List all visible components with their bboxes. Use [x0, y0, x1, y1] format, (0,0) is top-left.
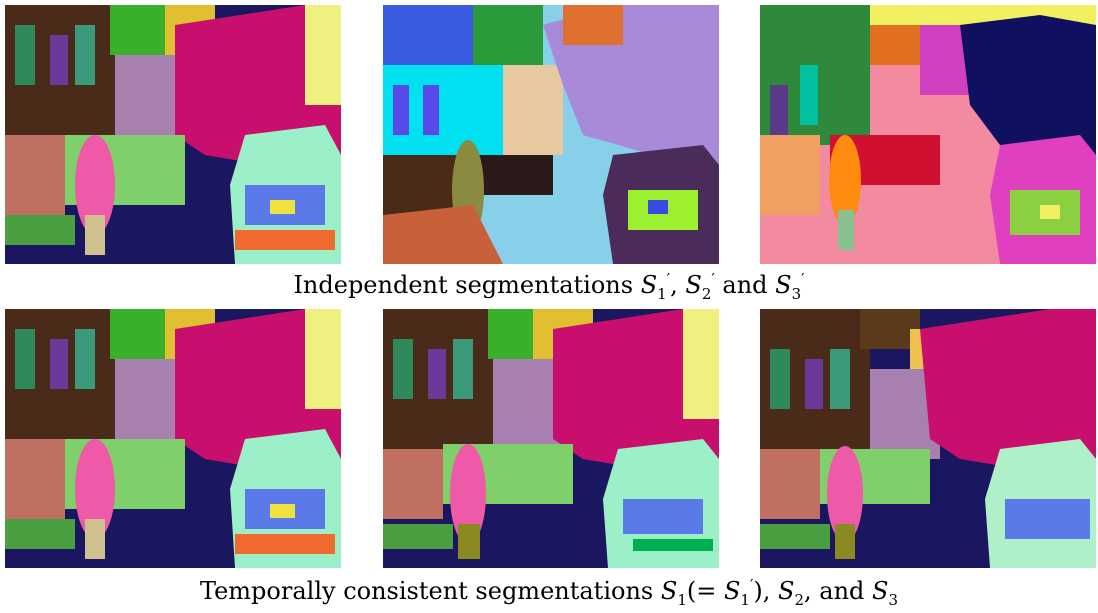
segmentation-panel-bottom-3	[760, 309, 1096, 568]
caption-independent: Independent segmentations S1′, S2′ and S…	[293, 270, 805, 303]
segmentation-panel-bottom-1	[5, 309, 341, 568]
segmentation-panel-bottom-2	[383, 309, 719, 568]
segmentation-panel-top-2	[383, 5, 719, 264]
segmentation-panel-top-1	[5, 5, 341, 264]
caption-temporally-consistent: Temporally consistent segmentations S1(=…	[199, 576, 899, 609]
segmentation-panel-top-3	[760, 5, 1096, 264]
